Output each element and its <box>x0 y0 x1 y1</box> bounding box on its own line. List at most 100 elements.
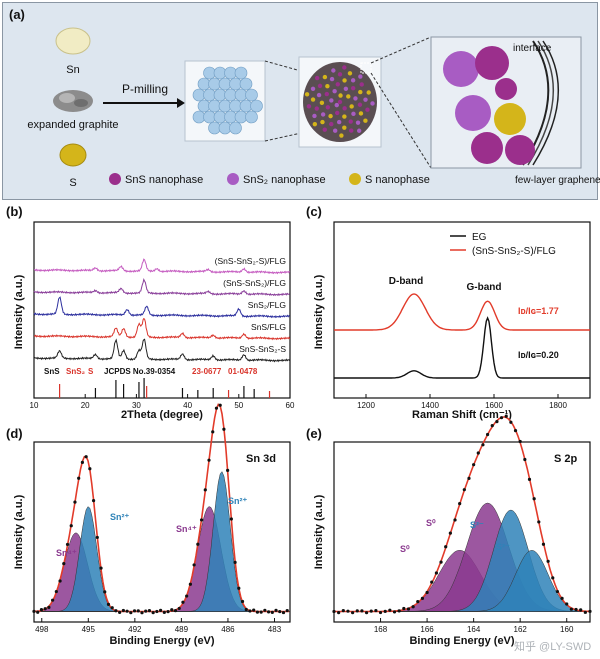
data-point <box>453 518 457 522</box>
data-point <box>411 605 415 609</box>
data-point <box>159 608 163 613</box>
legend-s: S nanophase <box>365 174 430 186</box>
nanophase-dot <box>337 72 343 77</box>
nanophase-dot <box>358 74 363 79</box>
data-point <box>110 606 114 610</box>
nanophase-dot <box>306 104 312 109</box>
xrd-series-line <box>33 296 291 319</box>
data-point <box>560 596 564 600</box>
nanophase-dot <box>304 92 310 97</box>
data-point <box>144 609 148 613</box>
data-point <box>65 542 70 547</box>
milled-ball <box>197 99 211 113</box>
milled-ball <box>208 77 221 91</box>
tick-label: 20 <box>81 401 90 410</box>
legend-sns2: SnS₂ nanophase <box>243 174 326 186</box>
data-point <box>214 406 219 410</box>
sn3d-envelope <box>32 403 290 615</box>
data-point <box>430 580 434 584</box>
data-point <box>51 598 55 602</box>
data-point <box>569 607 573 611</box>
nanophase-dot <box>342 114 347 119</box>
ratio-eg-label: Iᴅ/Iɢ=0.20 <box>518 350 559 360</box>
data-point <box>523 457 527 462</box>
data-point <box>281 610 286 615</box>
data-point <box>278 609 282 614</box>
d-band-label: D-band <box>389 276 423 287</box>
data-point <box>170 608 174 612</box>
data-point <box>406 607 411 611</box>
data-point <box>173 609 178 613</box>
milled-ball <box>234 88 248 102</box>
nanophase-dot <box>347 71 353 76</box>
data-point <box>47 605 51 609</box>
tick-label: 40 <box>183 401 192 410</box>
data-point <box>248 609 252 613</box>
data-point <box>125 609 129 613</box>
nanophase-dot <box>350 78 356 83</box>
milled-ball <box>218 77 232 91</box>
data-point <box>513 429 518 433</box>
nanophase-dot <box>328 113 333 119</box>
ref-sns: SnS <box>44 367 60 376</box>
data-point <box>140 611 144 615</box>
nanophase-dot <box>355 120 361 125</box>
data-point <box>196 542 200 546</box>
data-point <box>448 531 452 535</box>
data-point <box>129 611 133 615</box>
xrd-series-line <box>33 278 291 297</box>
nanophase-dots <box>304 65 375 138</box>
nanophase-dot <box>336 119 342 125</box>
data-point <box>537 520 541 524</box>
panel-label-d: (d) <box>6 426 23 441</box>
arrow-head-icon <box>177 98 185 108</box>
nanophase-dot <box>329 98 334 103</box>
nanophase-dot <box>322 74 328 80</box>
tick-label: 486 <box>221 625 235 634</box>
milled-ball <box>208 121 221 135</box>
interface-label: interface <box>513 43 552 54</box>
data-point <box>397 609 401 613</box>
nanophase-dot <box>349 128 354 133</box>
data-point <box>285 608 289 613</box>
xrd-series-labels: (SnS-SnS₂-S)/FLG (SnS-SnS₂)/FLG SnS₂/FLG Sn… <box>215 256 287 354</box>
raman-series-group <box>334 293 590 379</box>
milled-ball <box>229 77 242 91</box>
data-point <box>95 535 99 540</box>
s2-label-2: S²⁻ <box>496 542 510 552</box>
data-point <box>527 477 532 481</box>
data-point <box>237 586 241 590</box>
tick-label: 10 <box>30 401 39 410</box>
data-point <box>546 559 550 563</box>
legend-sns2-swatch <box>227 173 239 185</box>
milled-ball <box>218 99 232 113</box>
s0-label-1: S⁰ <box>400 544 410 554</box>
milled-ball <box>234 66 248 80</box>
data-point <box>32 609 36 613</box>
nanophase-dot <box>359 82 364 87</box>
ref-card2: 01-0478 <box>228 367 258 376</box>
data-point <box>252 608 256 612</box>
nanophase-dot <box>343 86 349 91</box>
data-point <box>62 562 66 566</box>
data-point <box>416 600 420 604</box>
tick-label: 1600 <box>485 401 503 410</box>
nanophase-dot <box>356 128 362 133</box>
nanophase-dot <box>350 85 356 91</box>
raman-chart: (c) EG (SnS-SnS₂-S)/FLG D-band G-band Iᴅ… <box>306 204 591 421</box>
nanophase-dot <box>310 86 316 91</box>
data-point <box>203 488 207 492</box>
data-point <box>80 460 85 464</box>
data-point <box>467 476 471 480</box>
legend-flg: (SnS-SnS₂-S)/FLG <box>472 246 556 257</box>
data-point <box>69 524 73 528</box>
nanophase-dot <box>370 101 375 106</box>
data-point <box>509 420 513 424</box>
nanophase-dot <box>363 97 368 102</box>
milled-ball <box>239 77 253 91</box>
milled-ball <box>229 99 242 113</box>
s2p-plot-frame <box>333 441 591 623</box>
xrd-series-label: (SnS-SnS₂-S)/FLG <box>215 256 286 266</box>
data-point <box>499 416 504 420</box>
nanophase-dot <box>365 107 370 112</box>
